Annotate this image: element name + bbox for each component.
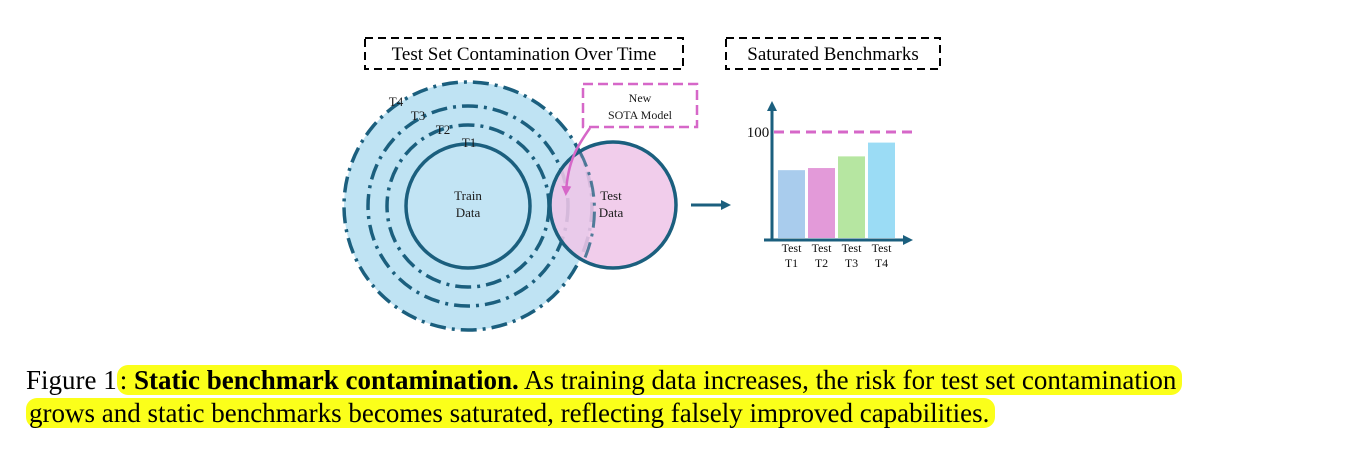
caption-highlight: : Static benchmark contamination. As tra…	[26, 365, 1183, 428]
figure-caption: Figure 1: Static benchmark contamination…	[26, 364, 1346, 430]
tick-label-t3-line2: T3	[845, 256, 858, 270]
left-panel-title-text: Test Set Contamination Over Time	[392, 44, 657, 65]
left-panel-title: Test Set Contamination Over Time	[364, 37, 684, 70]
tick-label-t1-line2: T1	[785, 256, 798, 270]
right-panel-title-text: Saturated Benchmarks	[747, 44, 918, 65]
train-label-line1: Train	[454, 188, 482, 203]
test-label-line2: Data	[599, 205, 624, 220]
tick-label-t2-line2: T2	[815, 256, 828, 270]
contamination-figure: Test Set Contamination Over Time Saturat…	[342, 37, 941, 332]
overlap-outline	[578, 151, 596, 261]
bar-t2	[808, 168, 835, 238]
sota-arrow	[561, 127, 592, 196]
sota-label-line1: New	[629, 91, 652, 105]
train-label-line2: Data	[456, 205, 481, 220]
bar-t1	[778, 170, 805, 238]
tick-label-t4-line1: Test	[872, 241, 892, 255]
right-panel-title: Saturated Benchmarks	[725, 37, 941, 70]
caption-line2-text: grows and static benchmarks becomes satu…	[29, 398, 990, 428]
tick-label-t2-line1: Test	[812, 241, 832, 255]
tick-label-t3-line1: Test	[842, 241, 862, 255]
train-data-circle	[404, 142, 532, 270]
bar-t3	[838, 156, 865, 238]
ring-label-t2: T2	[436, 122, 450, 137]
tick-label-t4-line2: T4	[875, 256, 888, 270]
test-data-circle	[548, 140, 678, 270]
caption-bold-title: Static benchmark contamination.	[134, 365, 519, 395]
test-label-line1: Test	[600, 188, 622, 203]
bar-t4	[868, 142, 895, 238]
ring-label-t1: T1	[462, 135, 476, 150]
sota-label-line2: SOTA Model	[608, 108, 673, 122]
ring-label-t3: T3	[411, 108, 425, 123]
ring-label-t4: T4	[389, 94, 404, 109]
y-label-100: 100	[747, 125, 770, 141]
caption-prefix: Figure 1	[26, 365, 117, 395]
tick-label-t1-line1: Test	[782, 241, 802, 255]
caption-line1-text: As training data increases, the risk for…	[518, 365, 1177, 395]
caption-colon: :	[119, 365, 135, 395]
sota-model-box: New SOTA Model	[581, 82, 699, 129]
